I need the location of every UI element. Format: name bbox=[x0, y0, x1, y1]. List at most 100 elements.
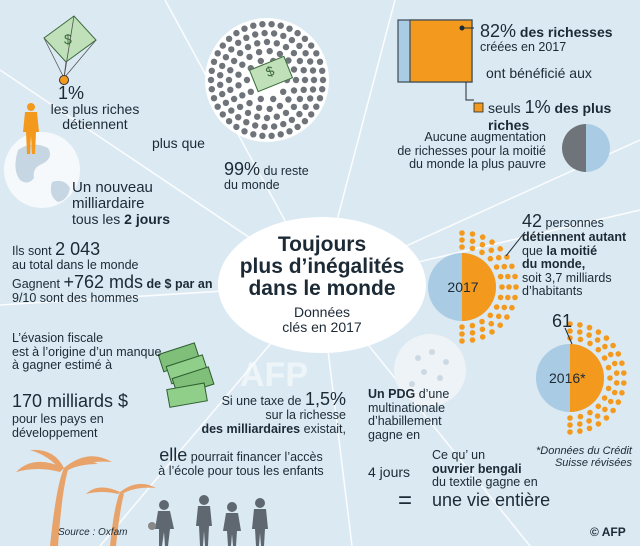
num-61: 61 bbox=[552, 311, 573, 331]
person-dot bbox=[459, 324, 465, 330]
person-dot bbox=[595, 329, 602, 335]
person-dot bbox=[601, 355, 608, 361]
person-dot bbox=[488, 320, 495, 327]
person-dot bbox=[499, 284, 505, 290]
population-dot bbox=[300, 86, 307, 94]
person-dot bbox=[493, 304, 500, 310]
evasion-line-2: est à l’origine d’un manque bbox=[12, 344, 162, 359]
person-dot bbox=[567, 328, 573, 334]
population-dot bbox=[259, 132, 266, 139]
person-dot bbox=[459, 230, 465, 236]
afp-watermark: AFP bbox=[240, 356, 308, 394]
person-dot bbox=[497, 273, 504, 280]
population-dot bbox=[288, 36, 296, 44]
billionaire-count: Ils sont 2 043 au total dans le monde bbox=[12, 239, 138, 273]
person-dot bbox=[567, 422, 573, 428]
population-dot bbox=[273, 40, 280, 47]
callout-line-42 bbox=[505, 231, 526, 257]
person-dot bbox=[594, 413, 601, 419]
population-dot bbox=[243, 119, 250, 126]
svg-text:$: $ bbox=[64, 31, 72, 47]
person-dot bbox=[607, 398, 614, 405]
top1-percent: 1% bbox=[58, 83, 85, 103]
population-dot bbox=[288, 116, 296, 124]
person-dot bbox=[613, 380, 620, 386]
que: que bbox=[522, 243, 547, 258]
ils-sont: Ils sont bbox=[12, 244, 56, 258]
count-2043: 2 043 bbox=[55, 239, 101, 259]
person-dot bbox=[479, 334, 486, 340]
four-days: 4 jours bbox=[368, 464, 411, 480]
population-dot bbox=[208, 67, 215, 75]
globe-icon bbox=[4, 132, 80, 208]
children-silhouettes-icon bbox=[148, 495, 268, 546]
population-dot bbox=[255, 48, 263, 56]
person-dot bbox=[469, 238, 476, 244]
la-moitie: la moitié bbox=[546, 243, 598, 258]
population-dot bbox=[277, 131, 284, 138]
population-dot bbox=[307, 95, 314, 102]
no-increase-label: Aucune augmentation de richesses pour la… bbox=[396, 130, 546, 172]
creees-2017: créées en 2017 bbox=[480, 40, 567, 55]
person-dot bbox=[577, 329, 583, 335]
person-dot bbox=[479, 326, 486, 333]
population-dot bbox=[207, 76, 215, 84]
population-dot bbox=[227, 86, 234, 94]
richest-line-1: les plus riches bbox=[50, 101, 140, 117]
money-parachute-icon: $ bbox=[43, 15, 97, 85]
population-dot bbox=[246, 53, 253, 61]
population-dot bbox=[219, 62, 226, 70]
evasion-countries: pour les pays en développement bbox=[12, 412, 104, 440]
population-dot bbox=[294, 123, 301, 131]
population-dot bbox=[227, 67, 234, 74]
population-dot bbox=[230, 95, 238, 103]
person-dot bbox=[501, 263, 508, 270]
person-dot bbox=[577, 413, 584, 420]
population-dot bbox=[308, 42, 315, 49]
person-dot bbox=[567, 429, 573, 435]
person-dot bbox=[479, 234, 486, 240]
person-dot bbox=[586, 332, 592, 338]
person-dot bbox=[501, 304, 508, 311]
plus-que-label: plus que bbox=[152, 135, 205, 151]
person-dot bbox=[603, 415, 610, 421]
population-dot bbox=[296, 95, 304, 103]
population-dot bbox=[319, 86, 326, 93]
population-dot bbox=[257, 95, 264, 103]
person-dot bbox=[489, 239, 495, 245]
des-plus-riches: des plus riches bbox=[488, 100, 612, 134]
title-block: Toujours plus d’inégalités dans le monde bbox=[222, 233, 422, 300]
population-dot bbox=[302, 50, 309, 57]
detiennent-autant: détiennent autant bbox=[522, 230, 627, 245]
population-dot bbox=[276, 102, 284, 110]
person-dot bbox=[577, 421, 583, 427]
person-dot bbox=[602, 406, 608, 413]
person-dot bbox=[586, 418, 592, 424]
deux-jours: 2 jours bbox=[124, 211, 171, 228]
pdg-line-2: multinationale bbox=[368, 400, 446, 415]
des-richesses: des richesses bbox=[516, 24, 613, 40]
person-dot bbox=[594, 337, 601, 343]
pie-2016 bbox=[536, 344, 604, 412]
tous-les: tous les bbox=[72, 211, 125, 228]
person-dot bbox=[497, 246, 504, 252]
pct-1: 1% bbox=[524, 97, 551, 117]
person-dot bbox=[459, 331, 465, 337]
person-dot bbox=[595, 346, 602, 353]
population-dot bbox=[313, 50, 320, 57]
population-dot bbox=[236, 103, 244, 111]
pct-99: 99% bbox=[224, 159, 261, 179]
population-dot bbox=[292, 76, 300, 84]
num-42: 42 bbox=[522, 211, 543, 231]
person-dot bbox=[497, 322, 504, 329]
du-monde: du monde bbox=[224, 178, 280, 193]
du-reste: du reste bbox=[260, 164, 309, 178]
tax-milliardaires: des milliardaires bbox=[201, 421, 301, 436]
population-dot bbox=[282, 43, 290, 51]
person-dot bbox=[619, 360, 625, 367]
rest-of-world-label: 99% du reste du monde bbox=[224, 159, 309, 193]
person-dot bbox=[459, 237, 465, 243]
population-dot bbox=[252, 31, 259, 38]
population-dot bbox=[261, 29, 268, 37]
